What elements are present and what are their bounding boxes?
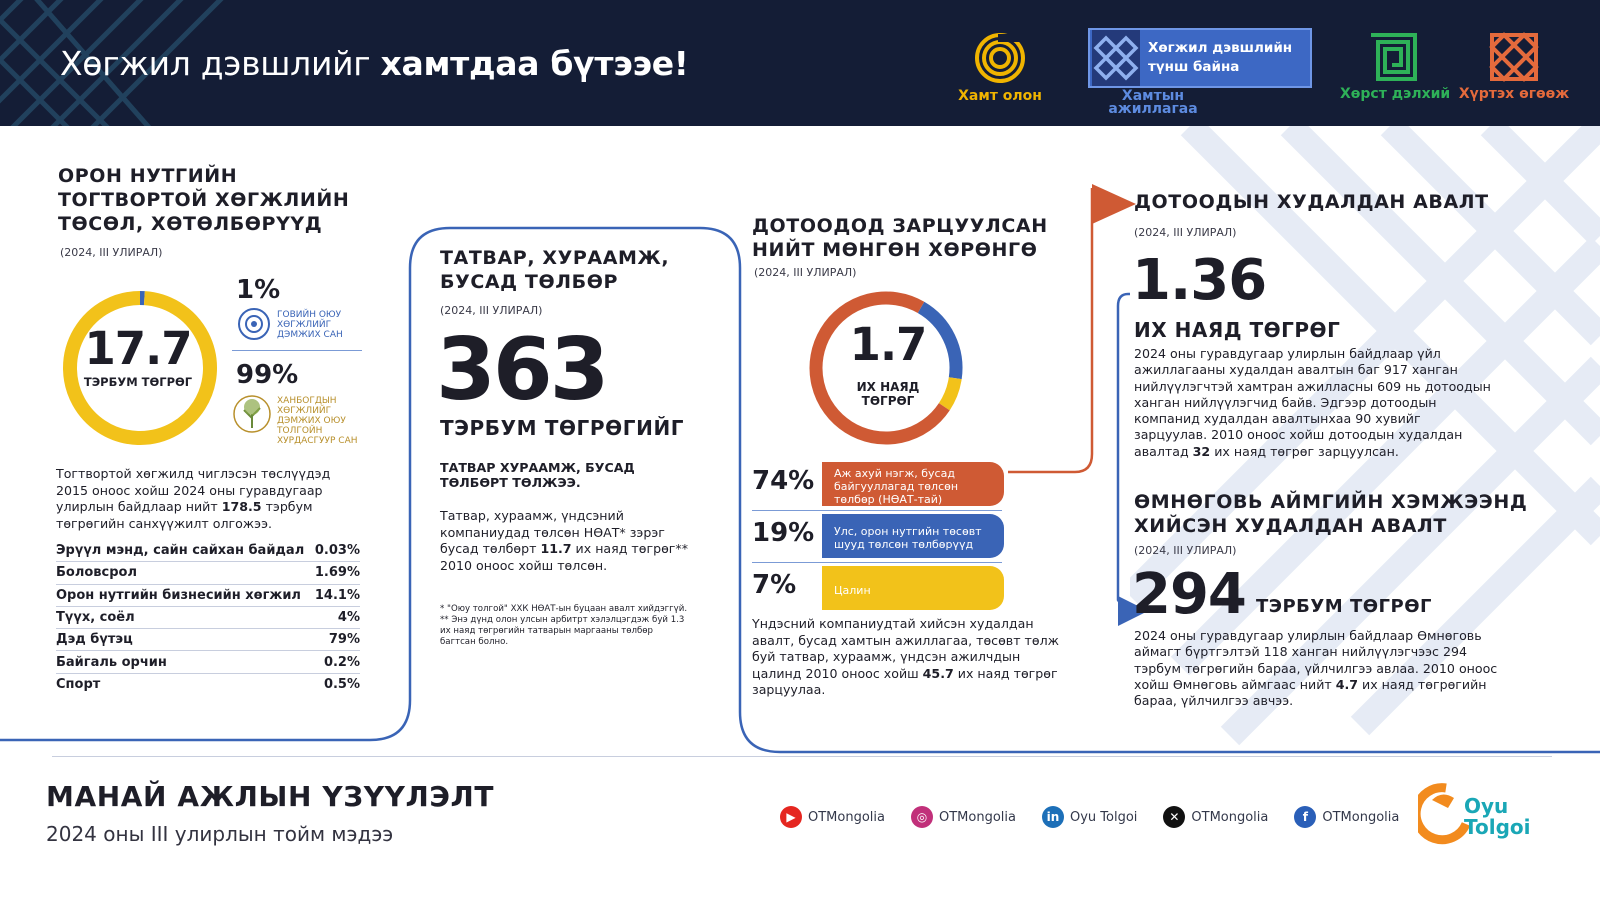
youtube-icon: ▶ [780,806,802,828]
tax-unit: ТЭРБУМ ТӨГРӨГИЙГ [440,416,685,440]
youtube-link[interactable]: ▶ OTMongolia [780,806,885,828]
procurement-description: 2024 оны гуравдугаар улирлын байдлаар үй… [1134,346,1491,459]
value-benefit-label: Хүртэх өгөөж [1458,86,1570,102]
spending-pct: 19% [752,518,815,548]
fund2-name: ХАНБОГДЫН ХӨГЖЛИЙГ ДЭМЖИХ ОЮУ ТОЛГОЙН ХУ… [277,396,358,446]
row-divider [752,562,1002,563]
fund-divider [232,350,362,351]
local-dev-description: Тогтвортой хөгжилд чиглэсэн төслүүдэд 20… [56,466,331,531]
spending-title: ДОТООДОД ЗАРЦУУЛСАН НИЙТ МӨНГӨН ХӨРӨНГӨ [752,215,1048,261]
allocation-row: Байгаль орчин 0.2% [56,651,360,674]
donut-segment [809,291,950,445]
spending-description: Үндэсний компаниудтай хийсэн худалдан ав… [752,616,1059,697]
tax-title: ТАТВАР, ХУРААМЖ, БУСАД ТӨЛБӨР [440,247,670,293]
tax-description: Татвар, хураамж, үндсэний компаниудад тө… [440,508,688,573]
tax-footnotes: * "Оюу толгой" ХХК НӨАТ-ын буцаан авалт … [440,604,690,648]
fund1-name: ГОВИЙН ОЮУ ХӨГЖЛИЙГ ДЭМЖИХ САН [277,310,343,340]
knot-pattern-icon [1092,30,1140,86]
footer-divider [52,756,1552,757]
tax-period: (2024, III УЛИРАЛ) [440,304,543,317]
brand-name: Oyu Tolgoi [1464,794,1531,839]
arrow-right-icon [1118,596,1148,626]
value-benefit: Хүртэх өгөөж [1456,32,1572,102]
footer-subtitle: 2024 оны III улирлын тойм мэдээ [46,822,394,846]
procurement-period: (2024, III УЛИРАЛ) [1134,226,1237,239]
procurement-title: ДОТООДЫН ХУДАЛДАН АВАЛТ [1134,191,1489,213]
value-partnership: Хөгжил дэвшлийн түнш байна Хамтын ажилла… [1088,28,1312,116]
khanbogd-fund-logo-icon [233,395,271,433]
tax-footnote-2: ** Энэ дүнд олон улсын арбитрт хэлэлцэгд… [440,615,685,647]
background-pattern [1130,126,1600,746]
value-partnership-label: Хамтын ажиллагаа [1108,88,1198,117]
allocation-row: Спорт 0.5% [56,677,360,693]
donut-segment [917,301,963,380]
procurement-amount: 1.36 [1132,248,1267,313]
header-title: Хөгжил дэвшлийг хамтдаа бүтээе! [60,44,689,83]
linkedin-link[interactable]: in Oyu Tolgoi [1041,806,1137,828]
spending-row-payments: 74% Аж ахуй нэгж, бусад байгууллагад төл… [752,462,1008,506]
interlace-pattern-icon [1489,32,1539,82]
fund1-percent: 1% [236,275,281,305]
umnugovi-description: 2024 оны гуравдугаар улирлын байдлаар Өм… [1134,628,1498,709]
fund2-percent: 99% [236,360,299,390]
header-maze-pattern [0,0,224,126]
umnugovi-amount: 294 [1132,562,1247,627]
local-dev-total-unit: ТЭРБУМ ТӨГРӨГ [83,375,193,389]
facebook-icon: f [1294,806,1317,828]
allocation-row: Орон нутгийн бизнесийн хөгжил 14.1% [56,585,360,607]
spending-period: (2024, III УЛИРАЛ) [754,266,857,279]
footer-title: МАНАЙ АЖЛЫН ҮЗҮҮЛЭЛТ [46,780,495,813]
tax-footnote-1: * "Оюу толгой" ХХК НӨАТ-ын буцаан авалт … [440,604,688,614]
umnugovi-unit: ТЭРБУМ ТӨГРӨГ [1256,596,1432,617]
partnership-slogan-box: Хөгжил дэвшлийн түнш байна [1088,28,1312,88]
spending-total-unit: ИХ НАЯД ТӨГРӨГ [856,380,920,408]
header-banner: Хөгжил дэвшлийг хамтдаа бүтээе! Хамт оло… [0,0,1600,126]
procurement-unit: ИХ НАЯД ТӨГРӨГ [1134,318,1341,342]
instagram-icon: ◎ [910,806,933,828]
social-links: ▶ OTMongolia ◎ OTMongolia in Oyu Tolgoi ✕ OT… [780,806,1399,828]
instagram-link[interactable]: ◎ OTMongolia [910,806,1016,828]
square-spiral-icon [1371,33,1417,81]
spending-total: 1.7 [849,318,928,371]
value-team-label: Хамт олон [958,88,1042,104]
linkedin-icon: in [1041,806,1064,828]
facebook-link[interactable]: f OTMongolia [1294,806,1399,828]
x-icon: ✕ [1163,806,1186,828]
allocation-row: Боловсрол 1.69% [56,562,360,585]
local-dev-title: ОРОН НУТГИЙН ТОГТВОРТОЙ ХӨГЖЛИЙН ТӨСӨЛ, … [58,165,350,235]
oyu-tolgoi-logo-icon [1418,783,1471,845]
gobi-fund-logo-icon [238,308,270,340]
value-team: Хамт олон [950,32,1050,104]
spending-label: Цалин [822,566,1004,610]
row-divider [752,510,1002,511]
spending-label: Аж ахуй нэгж, бусад байгууллагад төлсөн … [822,462,1004,506]
tax-subtitle: ТАТВАР ХУРААМЖ, БУСАД ТӨЛБӨРТ ТӨЛЖЭЭ. [440,460,635,490]
tax-amount: 363 [436,320,610,420]
umnugovi-title: ӨМНӨГОВЬ АЙМГИЙН ХЭМЖЭЭНД ХИЙСЭН ХУДАЛДА… [1134,491,1528,537]
flag-icon [1092,184,1136,224]
spending-row-budget: 19% Улс, орон нутгийн төсөвт шууд төлсөн… [752,514,1008,558]
allocation-row: Түүх, соёл 4% [56,607,360,630]
spending-donut [809,291,963,445]
value-environment: Хөрст дэлхий [1340,32,1451,102]
local-dev-period: (2024, III УЛИРАЛ) [60,246,163,259]
spending-pct: 74% [752,466,815,496]
spending-pct: 7% [752,570,797,600]
allocation-table: Эрүүл мэнд, сайн сайхан байдал 0.03% Боло… [56,540,360,696]
concentric-circles-icon [975,33,1026,83]
local-dev-total: 17.7 [84,322,192,375]
donut-segment [63,291,217,445]
umnugovi-period: (2024, III УЛИРАЛ) [1134,544,1237,557]
value-environment-label: Хөрст дэлхий [1340,86,1451,102]
donut-segment [938,377,962,411]
allocation-row: Эрүүл мэнд, сайн сайхан байдал 0.03% [56,540,360,563]
spending-row-salary: 7% Цалин [752,566,1008,610]
allocation-row: Дэд бүтэц 79% [56,629,360,652]
x-link[interactable]: ✕ OTMongolia [1163,806,1268,828]
partnership-slogan: Хөгжил дэвшлийн түнш байна [1148,40,1293,75]
spending-label: Улс, орон нутгийн төсөвт шууд төлсөн төл… [822,514,1004,558]
local-dev-donut [63,291,217,445]
